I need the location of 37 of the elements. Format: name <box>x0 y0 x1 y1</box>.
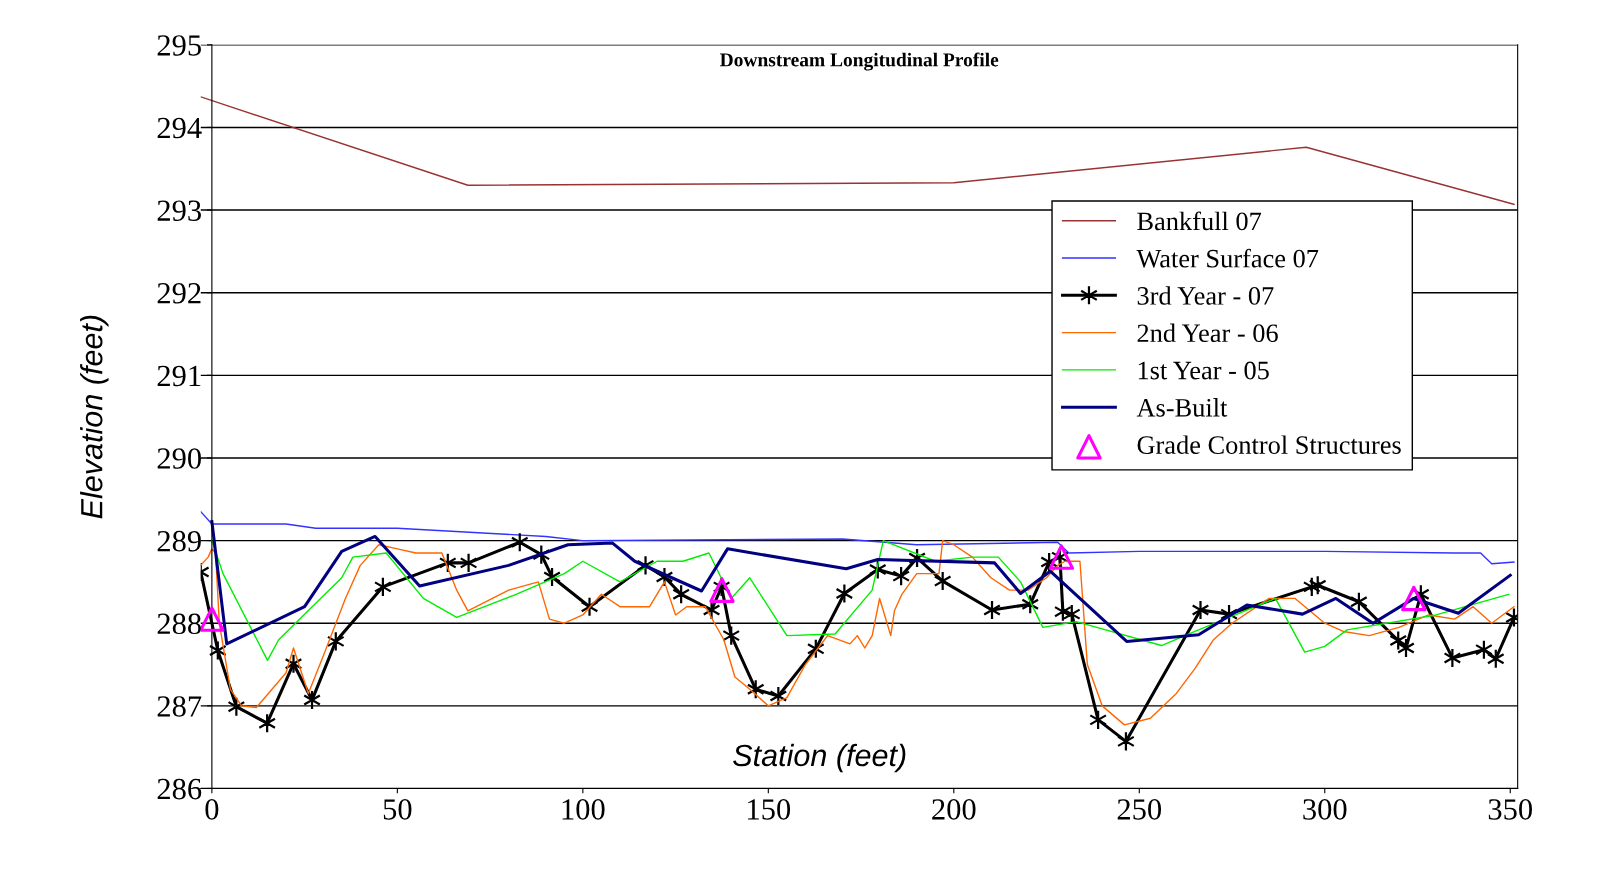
legend-label: Grade Control Structures <box>1137 435 1401 454</box>
y-tick-label: 295 <box>157 35 201 56</box>
y-axis-title: Elevation (feet) <box>80 315 109 519</box>
x-tick-label: 50 <box>383 799 412 820</box>
line-series <box>200 96 1515 205</box>
x-axis-title: Station (feet) <box>733 743 906 773</box>
x-tick-label: 100 <box>562 799 605 820</box>
point <box>200 606 225 632</box>
point <box>1191 599 1210 621</box>
x-tick-label: 150 <box>748 799 791 820</box>
legend-label: Bankfull 07 <box>1137 211 1262 231</box>
x-tick-label: 250 <box>1117 799 1162 820</box>
point <box>709 577 735 603</box>
legend-label: As-Built <box>1136 398 1228 417</box>
y-tick-label: 292 <box>157 283 201 304</box>
y-tick-label: 294 <box>157 117 202 139</box>
y-tick-label: 287 <box>157 696 202 717</box>
x-tick-label: 350 <box>1488 799 1532 820</box>
y-tick-label: 293 <box>157 200 201 221</box>
y-tick-label: 286 <box>157 778 202 800</box>
line-series <box>200 510 1515 565</box>
x-tick-label: 200 <box>932 799 976 820</box>
legend-label: Water Surface 07 <box>1136 248 1319 268</box>
point <box>1401 585 1427 612</box>
point <box>459 552 478 574</box>
y-tick-label: 288 <box>157 613 201 635</box>
legend-label: 1st Year - 05 <box>1138 361 1269 380</box>
point <box>1048 544 1075 570</box>
legend-label: 3rd Year - 07 <box>1137 286 1274 305</box>
y-tick-label: 291 <box>157 365 201 387</box>
x-tick-label: 300 <box>1303 799 1347 820</box>
y-tick-label: 290 <box>157 448 201 469</box>
legend-label: 2nd Year - 06 <box>1137 323 1278 343</box>
x-tick-label: 0 <box>205 799 219 820</box>
chart-title: Downstream Longitudinal Profile <box>720 52 999 71</box>
point <box>580 596 599 617</box>
y-tick-label: 289 <box>157 530 201 552</box>
